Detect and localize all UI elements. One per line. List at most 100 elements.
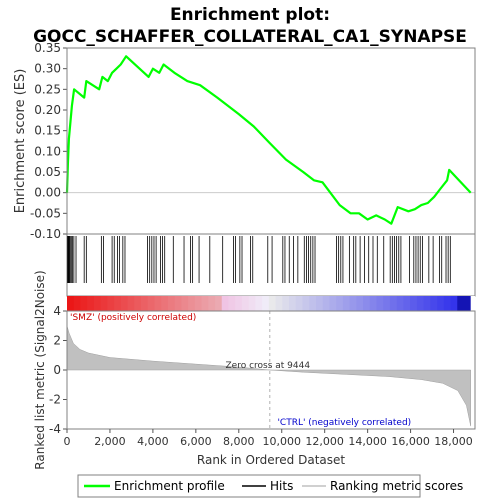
metric-y-ticks: -4 -2 0 2 4 <box>49 304 67 436</box>
color-band-segment <box>228 296 236 311</box>
color-band-segment <box>120 296 129 311</box>
color-band-segment <box>134 296 142 311</box>
color-band-segment <box>73 296 81 311</box>
x-axis-label: Rank in Ordered Dataset <box>197 453 345 467</box>
positive-correlation-label: 'SMZ' (positively correlated) <box>70 313 196 323</box>
es-y-tick-label: 0.25 <box>34 82 61 96</box>
color-band-segment <box>100 296 108 311</box>
color-band-segment <box>437 296 445 311</box>
color-band-segment <box>463 296 472 311</box>
es-y-tick-label: -0.05 <box>30 206 61 220</box>
color-band-segment <box>268 296 277 311</box>
color-band-segment <box>349 296 357 311</box>
color-band-segment <box>295 296 303 311</box>
color-band-segment <box>289 296 297 311</box>
chart-title-line-1: Enrichment plot: <box>170 5 330 25</box>
x-tick-label: 0 <box>64 435 71 448</box>
color-band-segment <box>194 296 203 311</box>
color-band-segment <box>403 296 411 311</box>
color-band-segment <box>201 296 209 311</box>
color-band-segment <box>127 296 135 311</box>
es-y-tick-label: 0.30 <box>34 62 61 76</box>
metric-y-tick-label: 4 <box>53 304 61 318</box>
color-band-segment <box>342 296 351 311</box>
x-tick-label: 10,000 <box>262 435 301 448</box>
metric-plot-border <box>66 310 476 430</box>
hits-panel <box>66 233 476 297</box>
color-band-segment <box>67 296 75 311</box>
color-band-segment <box>302 296 310 311</box>
enrichment-profile-line <box>65 55 472 225</box>
color-band-segment <box>396 296 404 311</box>
color-band-segment <box>167 296 176 311</box>
color-band-segment <box>275 296 283 311</box>
x-tick-label: 4,000 <box>137 435 169 448</box>
x-axis-ticks: 0 2,000 4,000 6,000 8,000 10,000 12,000 14,000 1… <box>64 429 473 448</box>
x-tick-label: 8,000 <box>223 435 255 448</box>
color-band-segment <box>208 296 216 311</box>
color-band-tail <box>470 296 475 311</box>
x-tick-label: 16,000 <box>391 435 430 448</box>
color-band-segment <box>443 296 452 311</box>
color-band-segment <box>188 296 196 311</box>
hit-marks <box>67 236 451 283</box>
es-y-axis-label: Enrichment score (ES) <box>13 69 28 214</box>
x-tick-label: 18,000 <box>434 435 473 448</box>
es-panel: -0.10 -0.05 0.00 0.05 0.10 0.15 0.20 0.25 0.30 0.… <box>13 41 476 241</box>
es-y-ticks: -0.10 -0.05 0.00 0.05 0.10 0.15 0.20 0.25 0.30 0.… <box>30 41 67 241</box>
color-band-segment <box>450 296 458 311</box>
color-band-segment <box>423 296 431 311</box>
es-y-tick-label: 0.10 <box>34 144 61 158</box>
ranked-metric-panel: Zero cross at 9444 'SMZ' (positively cor… <box>33 270 476 470</box>
es-y-tick-label: 0.05 <box>34 165 61 179</box>
color-band-segment <box>221 296 229 311</box>
color-band-segment <box>147 296 155 311</box>
color-band-segment <box>363 296 371 311</box>
ranking-color-band <box>67 296 475 311</box>
metric-y-tick-label: 0 <box>53 363 61 377</box>
metric-y-axis-label: Ranked list metric (Signal2Noise) <box>33 270 47 469</box>
color-band-segment <box>282 296 290 311</box>
color-band-segment <box>255 296 263 311</box>
color-band-segment <box>430 296 438 311</box>
es-plot-area <box>67 48 475 234</box>
color-band-segment <box>114 296 122 311</box>
color-band-segment <box>215 296 223 311</box>
color-band-segment <box>161 296 169 311</box>
color-band-segment <box>235 296 243 311</box>
chart-title-line-2: GOCC_SCHAFFER_COLLATERAL_CA1_SYNAPSE <box>33 27 467 47</box>
metric-y-tick-label: -2 <box>49 393 61 407</box>
color-band-segment <box>383 296 391 311</box>
es-y-tick-label: 0.15 <box>34 124 61 138</box>
legend: Enrichment profile Hits Ranking metric s… <box>77 474 463 498</box>
color-band-segment <box>336 296 344 311</box>
es-y-tick-label: 0.00 <box>34 186 61 200</box>
es-y-tick-label: -0.10 <box>30 227 61 241</box>
color-band-segment <box>416 296 425 311</box>
legend-hits-label: Hits <box>270 479 293 493</box>
color-band-segment <box>141 296 149 311</box>
x-tick-label: 12,000 <box>305 435 344 448</box>
color-band-segment <box>241 296 250 311</box>
ranking-metric-area <box>66 325 471 427</box>
color-band-segment <box>389 296 398 311</box>
metric-y-tick-label: -4 <box>49 422 61 436</box>
color-band-segment <box>248 296 256 311</box>
color-band-segment <box>356 296 364 311</box>
x-tick-label: 6,000 <box>180 435 212 448</box>
enrichment-profile-series <box>65 55 472 225</box>
color-band-segment <box>329 296 337 311</box>
color-band-segment <box>154 296 162 311</box>
color-band-segment <box>322 296 330 311</box>
legend-profile-label: Enrichment profile <box>114 479 225 493</box>
es-y-tick-label: 0.20 <box>34 103 61 117</box>
color-band-segment <box>181 296 189 311</box>
color-band-segment <box>410 296 418 311</box>
color-band-segment <box>457 296 465 311</box>
color-band-segment <box>315 296 324 311</box>
legend-metric-label: Ranking metric scores <box>330 479 463 493</box>
color-band-segment <box>93 296 102 311</box>
color-band-segment <box>80 296 88 311</box>
